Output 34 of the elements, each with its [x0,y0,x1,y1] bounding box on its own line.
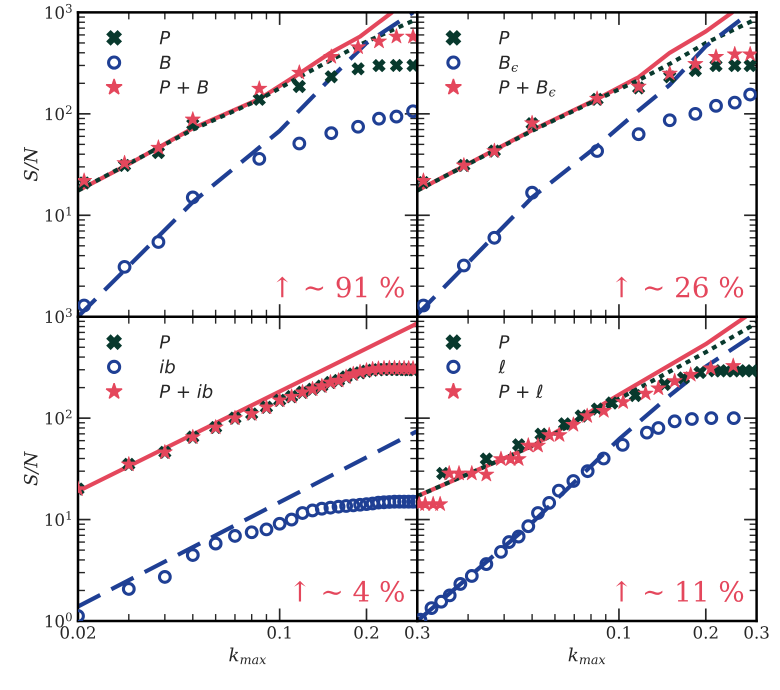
x-tick-label: 0.1 [606,626,630,639]
annotation: ↑ ∼ 4 % [294,580,404,602]
x-tick-label: 0.3 [744,626,769,639]
legend-label: P + ib [160,384,212,398]
legend-label: P [499,335,510,348]
y-tick-label: 10$^{3}$ [46,4,72,19]
y-tick-label: 10$^{0}$ [46,612,72,628]
legend-label: B [160,56,171,69]
legend-label: P + B$_{ϵ}$ [499,80,556,97]
y-tick-label: 10$^{2}$ [46,105,72,120]
x-axis-title: k$_{max}$ [568,648,606,664]
legend-label: P + ℓ [499,384,542,398]
legend-label: P [499,31,510,44]
y-tick-label: 10$^{2}$ [46,410,72,425]
y-tick-label: 10$^{3}$ [46,308,72,324]
y-axis-title: S/N [24,146,39,182]
x-tick-label: 0.1 [268,626,291,639]
legend-label: ib [160,359,175,374]
x-tick-label: 0.02 [60,626,95,639]
legend-label: P + B [160,80,208,94]
y-tick-label: 10$^{1}$ [46,206,71,222]
annotation: ↑ ∼ 26 % [616,276,744,298]
legend-label: ℓ [498,360,505,374]
annotation: ↑ ∼ 91 % [276,276,404,298]
annotation: ↑ ∼ 11 % [616,580,744,602]
x-tick-label: 0.2 [694,626,718,639]
y-axis-title: S/N [24,451,39,486]
x-axis-title: k$_{max}$ [229,648,266,664]
legend-label: P [160,335,170,348]
x-tick-label: 0.2 [354,626,378,639]
x-tick-label: 0.3 [405,626,430,639]
y-tick-label: 10$^{1}$ [46,511,71,526]
legend-label: B$_{ϵ}$ [499,56,518,72]
legend-label: P [160,31,170,44]
